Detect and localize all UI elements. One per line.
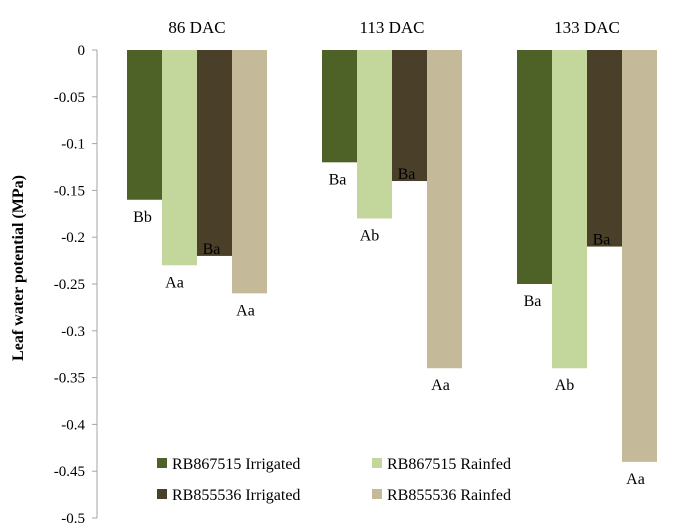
legend-swatch [372, 489, 382, 499]
bar [357, 50, 392, 219]
legend: RB867515 Irrigated RB867515 Rainfed RB8555… [157, 456, 511, 504]
legend-label: RB855536 Rainfed [387, 487, 511, 504]
legend-label: RB867515 Irrigated [172, 456, 300, 473]
y-tick-label: -0.05 [54, 90, 85, 106]
bar-letter-label: Ba [593, 232, 611, 249]
y-tick-label: -0.25 [54, 277, 85, 293]
y-tick-label: -0.35 [54, 371, 85, 387]
legend-label: RB855536 Irrigated [172, 487, 300, 504]
bar [127, 50, 162, 200]
bar [622, 50, 657, 462]
bar [587, 50, 622, 247]
legend-swatch [157, 458, 167, 468]
bar [517, 50, 552, 284]
bar-letter-label: Aa [236, 302, 255, 319]
bar-letter-label: Ba [524, 293, 542, 310]
bar [552, 50, 587, 369]
category-label: 133 DAC [554, 18, 620, 37]
category-label: 113 DAC [359, 18, 424, 37]
bar-letter-label: Ab [360, 227, 380, 244]
y-tick-label: -0.5 [61, 511, 85, 526]
category-label: 86 DAC [168, 18, 225, 37]
bar [162, 50, 197, 266]
y-axis-title: Leaf water potential (MPa) [10, 175, 27, 361]
category-labels: 86 DAC 113 DAC 133 DAC [168, 18, 619, 37]
legend-swatch [157, 489, 167, 499]
bar-letter-label: Ba [398, 166, 416, 183]
bar-letter-label: Ba [329, 171, 347, 188]
bar [392, 50, 427, 182]
y-tick-label: 0 [78, 43, 86, 59]
y-tick-label: -0.1 [61, 137, 85, 153]
y-tick-label: -0.15 [54, 183, 85, 199]
bar-letter-labels: Bb Ba Ba Aa Ab Ab Ba Ba Ba Aa Aa Aa [133, 166, 645, 488]
bar-letter-label: Aa [626, 471, 645, 488]
y-tick-label: -0.4 [61, 417, 85, 433]
bar-letter-label: Aa [431, 377, 450, 394]
bar-letter-label: Bb [133, 209, 152, 226]
bar-letter-label: Ba [203, 241, 221, 258]
bar-letter-label: Ab [555, 377, 575, 394]
y-tick-label: -0.45 [54, 464, 85, 480]
y-tick-label: -0.3 [61, 324, 85, 340]
bars-layer [127, 50, 657, 462]
bar-letter-label: Aa [165, 274, 184, 291]
bar [232, 50, 267, 294]
y-tick-label: -0.2 [61, 230, 85, 246]
bar [322, 50, 357, 163]
y-axis: 0 -0.05 -0.1 -0.15 -0.2 -0.25 -0.3 -0.35 -0.4 -0.… [54, 43, 98, 526]
bar [197, 50, 232, 256]
bar [427, 50, 462, 369]
legend-label: RB867515 Rainfed [387, 456, 511, 473]
legend-swatch [372, 458, 382, 468]
